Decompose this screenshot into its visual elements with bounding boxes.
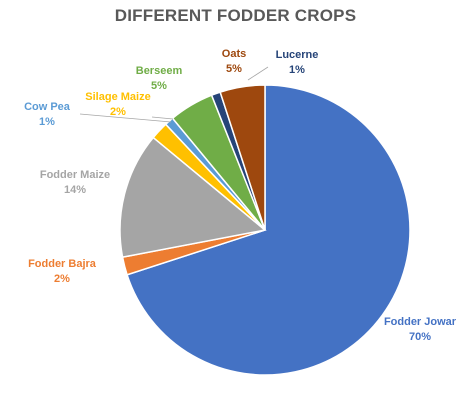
data-label-category: Lucerne: [276, 49, 319, 61]
data-label: Cow Pea 1%: [24, 101, 71, 128]
leader-line: [79, 113, 172, 123]
data-label: Fodder Bajra 2%: [28, 258, 97, 285]
data-label-category: Fodder Maize: [40, 169, 110, 181]
data-label: Fodder Maize 14%: [40, 169, 110, 196]
data-label: Fodder Jowar 70%: [384, 316, 457, 343]
data-label-category: Silage Maize: [85, 91, 150, 103]
data-label-percent: 2%: [54, 273, 70, 285]
data-label-percent: 5%: [151, 80, 167, 92]
data-label-percent: 1%: [39, 116, 55, 128]
data-label-percent: 2%: [110, 106, 126, 118]
leader-line: [151, 116, 174, 120]
data-label-category: Cow Pea: [24, 101, 71, 113]
data-label-category: Fodder Jowar: [384, 316, 457, 328]
data-label-category: Berseem: [136, 65, 183, 77]
data-label-percent: 1%: [289, 64, 305, 76]
data-label-percent: 14%: [64, 184, 86, 196]
data-label: Berseem 5%: [136, 65, 183, 92]
chart-title: DIFFERENT FODDER CROPS: [114, 6, 357, 25]
data-label: Lucerne 1%: [276, 49, 319, 76]
pie-slice-oats: [219, 84, 266, 231]
data-label-category: Fodder Bajra: [28, 258, 97, 270]
data-label-percent: 70%: [409, 331, 431, 343]
data-label-percent: 5%: [226, 63, 242, 75]
pie-slice-fodder-jowar: [126, 84, 411, 376]
data-label-category: Oats: [222, 48, 246, 60]
leader-line: [247, 66, 269, 81]
data-label: Silage Maize 2%: [85, 91, 150, 118]
data-label: Oats 5%: [222, 48, 246, 75]
pie-slice-fodder-maize: [119, 136, 267, 259]
